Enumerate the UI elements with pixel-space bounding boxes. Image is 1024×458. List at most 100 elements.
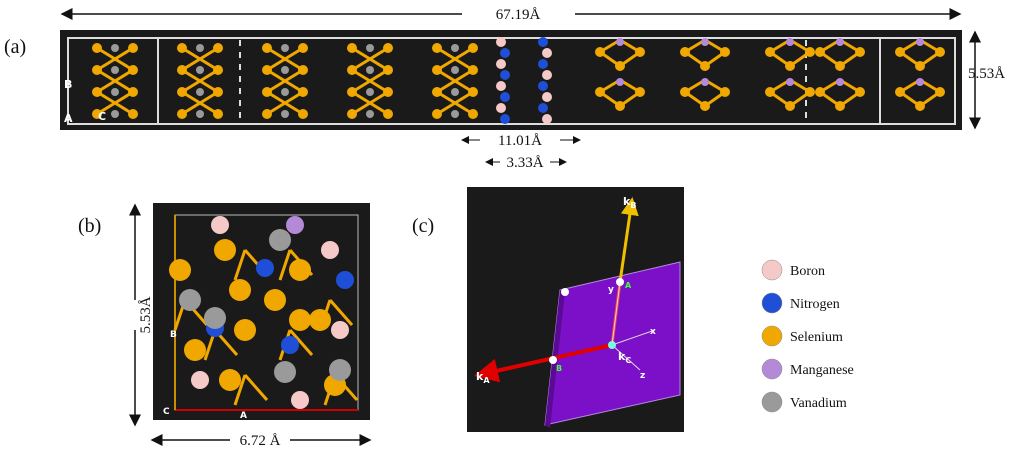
atom [916, 38, 924, 46]
atom [298, 43, 308, 53]
bond [328, 299, 354, 326]
atom [211, 216, 229, 234]
atom [262, 109, 272, 119]
atom [542, 92, 552, 102]
atom [196, 110, 204, 118]
atom [281, 110, 289, 118]
panel-label: (a) [4, 36, 26, 58]
atom [191, 371, 209, 389]
atom [269, 229, 291, 251]
axis-label: y [608, 285, 614, 295]
structure-background [60, 30, 962, 130]
atom [935, 87, 945, 97]
atom [765, 47, 775, 57]
atom [785, 101, 795, 111]
legend-swatch [761, 259, 783, 281]
atom [177, 43, 187, 53]
atom [298, 65, 308, 75]
atom [835, 101, 845, 111]
atom [432, 43, 442, 53]
atom [177, 87, 187, 97]
atom [321, 241, 339, 259]
legend-swatch [761, 391, 783, 413]
atom [432, 109, 442, 119]
atom [500, 70, 510, 80]
axis-label: x [650, 327, 656, 337]
atom [281, 336, 299, 354]
legend-label: Selenium [790, 330, 843, 345]
atom [111, 88, 119, 96]
atom [500, 114, 510, 124]
atom [720, 47, 730, 57]
atom [785, 61, 795, 71]
atom [680, 87, 690, 97]
atom [213, 87, 223, 97]
axis-label: A [240, 411, 247, 421]
atom [366, 66, 374, 74]
bond [243, 374, 269, 401]
atom [256, 259, 274, 277]
atom [291, 391, 309, 409]
atom [214, 239, 236, 261]
panel-a: 67.19Å (a) B A C 5.53Å 11.01Å 3.33Å [4, 7, 1005, 171]
atom [836, 38, 844, 46]
bond [288, 329, 314, 356]
atom [432, 65, 442, 75]
atom [720, 87, 730, 97]
atom [286, 216, 304, 234]
atom [451, 66, 459, 74]
atom [229, 279, 251, 301]
atom [262, 65, 272, 75]
atom [92, 87, 102, 97]
atom [329, 359, 351, 381]
atom [128, 109, 138, 119]
atom [855, 47, 865, 57]
atom [298, 109, 308, 119]
atom [468, 109, 478, 119]
atom [219, 369, 241, 391]
atom [177, 109, 187, 119]
atoms [92, 37, 945, 124]
panel-label: (b) [78, 215, 101, 237]
atom [281, 88, 289, 96]
axis-label: B [64, 78, 72, 91]
atoms [169, 216, 359, 409]
height-label: 5.53Å [968, 66, 1005, 82]
atom [786, 78, 794, 86]
atom [281, 66, 289, 74]
atom [366, 110, 374, 118]
atom [383, 87, 393, 97]
atom [264, 289, 286, 311]
atom [538, 37, 548, 47]
legend-swatch [761, 358, 783, 380]
atom [595, 47, 605, 57]
gap-label: 3.33Å [506, 155, 543, 171]
atom [289, 309, 311, 331]
atom [855, 87, 865, 97]
atom [179, 289, 201, 311]
atom [542, 70, 552, 80]
atom [680, 47, 690, 57]
atom [184, 339, 206, 361]
panel-label: (c) [412, 215, 434, 237]
atom [262, 43, 272, 53]
atom [366, 88, 374, 96]
atom [92, 109, 102, 119]
atom [805, 87, 815, 97]
atom [542, 114, 552, 124]
atom [298, 87, 308, 97]
atom [451, 44, 459, 52]
atom [500, 48, 510, 58]
atom [196, 88, 204, 96]
atom [700, 101, 710, 111]
cell-outline [67, 37, 956, 125]
atom [701, 38, 709, 46]
point-label: B [556, 364, 562, 373]
axis-label: kA [476, 370, 490, 385]
atom [281, 44, 289, 52]
atom [635, 87, 645, 97]
atom [111, 44, 119, 52]
atom [451, 88, 459, 96]
atom [383, 109, 393, 119]
atom [496, 37, 506, 47]
